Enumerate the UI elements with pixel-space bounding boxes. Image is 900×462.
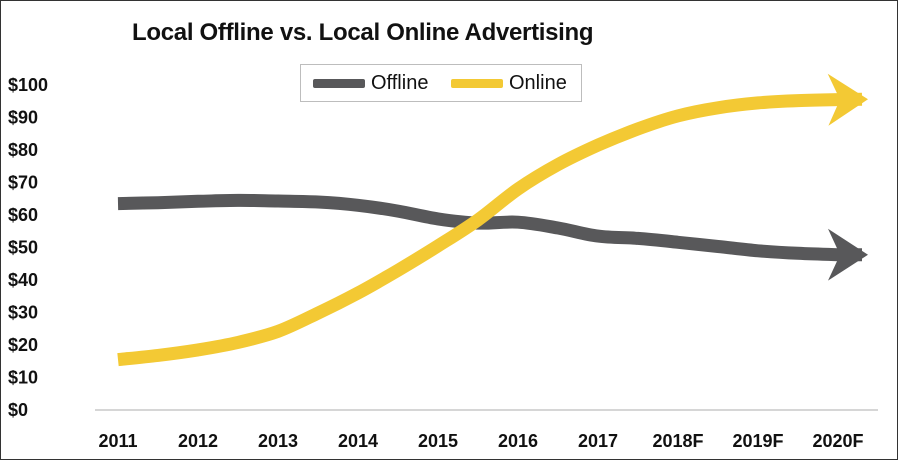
y-tick-label: $80: [8, 140, 38, 160]
y-tick-label: $20: [8, 335, 38, 355]
y-tick-label: $60: [8, 205, 38, 225]
chart-legend: Offline Online: [300, 64, 582, 102]
series-line-online: [117, 92, 863, 367]
legend-label-offline: Offline: [371, 71, 429, 94]
legend-label-online: Online: [509, 71, 567, 94]
series-lines: [117, 73, 868, 367]
x-tick-label: 2017: [578, 431, 618, 451]
y-tick-label: $70: [8, 173, 38, 193]
x-tick-label: 2019F: [732, 431, 783, 451]
series-arrowhead-offline: [828, 228, 868, 281]
series-arrowhead-online: [827, 73, 868, 126]
y-axis-ticks: $0 $10 $20 $30 $40 $50 $60 $70 $80 $90 $100: [8, 75, 48, 420]
y-tick-label: $90: [8, 108, 38, 128]
x-tick-label: 2020F: [812, 431, 863, 451]
y-tick-label: $10: [8, 368, 38, 388]
chart-title: Local Offline vs. Local Online Advertisi…: [132, 19, 594, 46]
y-tick-label: $50: [8, 238, 38, 258]
x-tick-label: 2012: [178, 431, 218, 451]
y-tick-label: $40: [8, 270, 38, 290]
x-tick-label: 2013: [258, 431, 298, 451]
y-tick-label: $0: [8, 400, 28, 420]
x-tick-label: 2018F: [652, 431, 703, 451]
legend-item-online: Online: [451, 65, 567, 101]
legend-swatch-online: [451, 78, 503, 88]
legend-swatch-offline: [313, 78, 365, 88]
x-tick-label: 2014: [338, 431, 378, 451]
legend-item-offline: Offline: [313, 65, 428, 101]
x-tick-label: 2016: [498, 431, 538, 451]
y-tick-label: $100: [8, 75, 48, 95]
series-line-offline: [117, 193, 863, 262]
y-tick-label: $30: [8, 303, 38, 323]
x-axis-ticks: 2011 2012 2013 2014 2015 2016 2017 2018F 2019F 20…: [98, 431, 863, 451]
x-tick-label: 2011: [98, 431, 137, 451]
x-tick-label: 2015: [418, 431, 458, 451]
